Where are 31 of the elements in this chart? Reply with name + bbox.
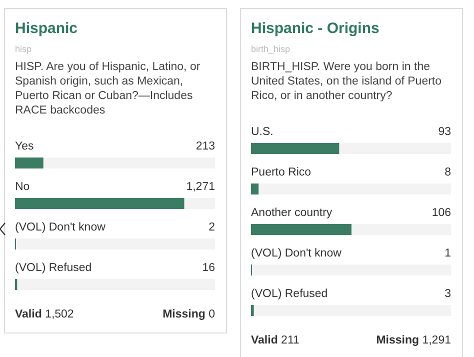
category-label: No (15, 181, 30, 193)
data-label: 3 (444, 288, 451, 300)
data-label: 2 (208, 222, 215, 234)
category-label: U.S. (251, 126, 274, 138)
category-label: (VOL) Refused (251, 288, 328, 300)
data-label: 1 (444, 248, 451, 260)
chart-subtitle: hisp (15, 44, 32, 54)
chart-subtitle: birth_hisp (251, 44, 290, 54)
category-label: (VOL) Refused (15, 262, 92, 274)
data-label: 93 (438, 126, 451, 138)
data-label: 8 (444, 166, 451, 178)
data-label: 16 (202, 262, 215, 274)
data-label: 213 (196, 140, 215, 152)
chart-title: Hispanic (15, 20, 78, 37)
bar (251, 184, 259, 194)
bar (251, 305, 254, 316)
chart-title: Hispanic - Origins (251, 20, 380, 37)
text: Valid 1,502 (15, 308, 74, 320)
text: HISP. Are you of Hispanic, Latino, or Spanish origin, such as Mexican, Puerto Rican or Cuban?—Includes RACE backcodes (15, 61, 200, 116)
category-label: Another country (251, 207, 332, 219)
text: Missing 0 (162, 308, 215, 320)
category-label: Puerto Rico (251, 166, 312, 178)
data-label: 106 (432, 207, 451, 219)
bar (15, 158, 44, 168)
category-label: (VOL) Don't know (251, 248, 342, 260)
text: BIRTH_HISP. Were you born in the United States, on the island of Puerto Rico, or in another country? (251, 61, 442, 102)
category-label: (VOL) Don't know (15, 222, 106, 234)
category-label: Yes (15, 140, 34, 152)
text: Valid 211 (251, 334, 300, 346)
data-label: 1,271 (186, 181, 215, 193)
text: Missing 1,291 (376, 334, 451, 346)
